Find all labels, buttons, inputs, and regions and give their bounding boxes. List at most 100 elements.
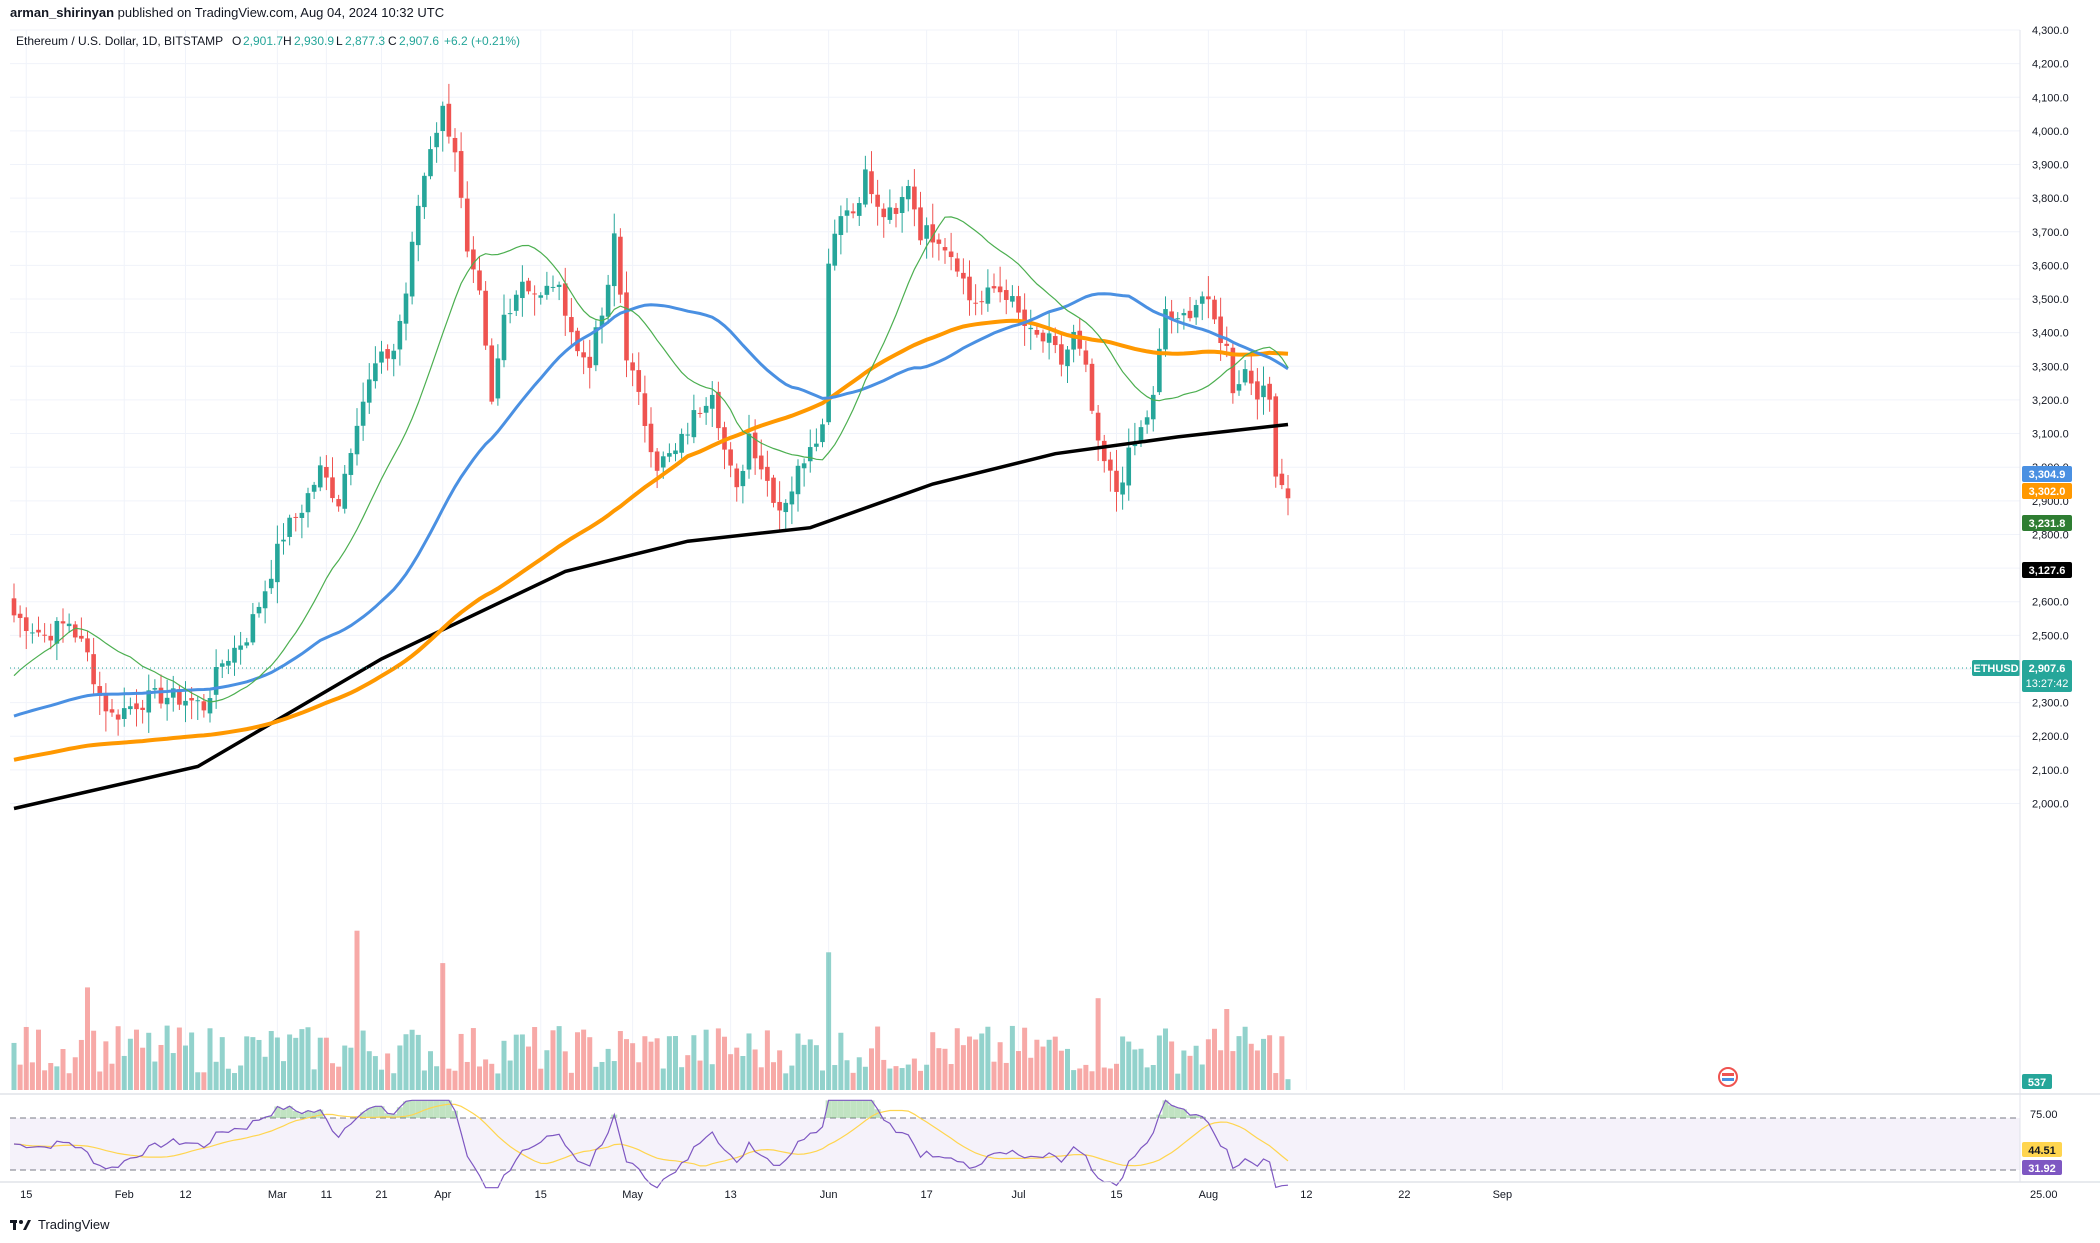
candle [795, 459, 801, 512]
candle [918, 191, 923, 245]
volume-bar [23, 1026, 29, 1090]
volume-bar [691, 1035, 697, 1090]
volume-bar [78, 1039, 84, 1090]
candle [1028, 309, 1034, 350]
volume-bar [97, 1071, 103, 1090]
candle-body [428, 149, 433, 177]
candle [244, 637, 250, 649]
candle-body [213, 667, 219, 695]
volume-bar [703, 1029, 709, 1090]
volume-bar [1009, 1025, 1015, 1090]
volume-bar [146, 1032, 152, 1090]
candle [115, 709, 121, 736]
volume-bar [728, 1054, 734, 1090]
volume-bar [121, 1055, 127, 1090]
time-scale[interactable]: 15 Feb 12 Mar 11 21 Apr 15 May 13 Jun 17 Jul 15 Aug 12 2… [20, 1189, 1512, 1201]
price-tick-label: 2,000.0 [2032, 798, 2069, 810]
rsi-pane[interactable]: 75.00 25.00 44.51 31.92 [0, 1093, 2100, 1201]
candle-body [250, 614, 256, 643]
volume-bar [1052, 1036, 1058, 1090]
candle [1212, 295, 1217, 324]
footer-brand[interactable]: TradingView [38, 1217, 110, 1232]
volume-bar [709, 1064, 715, 1090]
volume-bar [1065, 1048, 1070, 1090]
candle-body [942, 247, 948, 251]
candle-body [348, 453, 354, 475]
volume-bar [869, 1048, 874, 1090]
legend-open-label: O [232, 34, 241, 48]
candle [746, 414, 752, 479]
candle-body [991, 286, 997, 289]
price-tick-label: 2,800.0 [2032, 529, 2069, 541]
candle-body [391, 350, 397, 360]
candle-body [336, 499, 341, 507]
author-name[interactable]: arman_shirinyan [10, 5, 115, 20]
volume-bar [1285, 1079, 1291, 1090]
candle-body [544, 285, 550, 295]
candle [1065, 345, 1070, 383]
volume-bar [715, 1028, 721, 1090]
volume-bar [348, 1047, 354, 1090]
candle-body [48, 635, 54, 641]
candle [538, 292, 544, 305]
rsi-ma-tag [2022, 1142, 2062, 1157]
price-tick-label: 3,400.0 [2032, 328, 2069, 340]
volume-bar [795, 1033, 801, 1090]
candle [1126, 428, 1132, 501]
candle-body [146, 690, 152, 713]
candle-body [1077, 330, 1083, 349]
candle-body [366, 379, 372, 403]
volume-bar [403, 1034, 409, 1090]
volume-bar [648, 1041, 654, 1090]
candle-body [458, 151, 464, 198]
candle-body [158, 687, 164, 704]
candle [654, 447, 660, 489]
ma200-tag [2022, 562, 2072, 578]
candle [54, 617, 60, 661]
candle [520, 265, 525, 317]
candle-body [1040, 332, 1046, 342]
volume-tag [2022, 1074, 2052, 1089]
candle-body [1083, 350, 1089, 365]
volume-bar [91, 1030, 97, 1090]
candle [838, 205, 844, 255]
candle-body [875, 194, 880, 207]
candle [299, 504, 305, 539]
time-tick-label: 15 [20, 1189, 32, 1201]
volume-bar [54, 1066, 60, 1090]
volume-bar [820, 1070, 825, 1090]
candle-body [1095, 412, 1101, 441]
volume-bar [1022, 1027, 1028, 1090]
candle-body [728, 449, 733, 466]
candle-body [1010, 296, 1015, 302]
candle-body [532, 293, 537, 295]
candle [605, 274, 611, 324]
candle [991, 273, 997, 293]
candle-body [226, 660, 231, 666]
price-chart[interactable]: Ethereum / U.S. Dollar, 1D, BITSTAMP O 2… [0, 26, 2100, 1212]
candle-body [275, 543, 280, 583]
price-scale[interactable]: 4,300.0 4,200.0 4,100.0 4,000.0 3,900.0 3,800… [2032, 26, 2069, 810]
event-flag-icon[interactable] [1718, 1067, 1738, 1087]
candle-body [489, 345, 495, 402]
volume-bar [679, 1067, 685, 1090]
candle [36, 616, 41, 637]
candle [569, 298, 574, 348]
volume-bar [134, 1029, 139, 1090]
price-tag [2022, 660, 2072, 692]
candle-body [1206, 296, 1211, 300]
volume-bar [458, 1033, 464, 1090]
candle-body [170, 688, 176, 698]
legend-open: 2,901.7 [243, 34, 283, 48]
candle [146, 674, 152, 733]
tradingview-logo-icon[interactable] [10, 1218, 32, 1232]
footer: TradingView [10, 1214, 110, 1236]
volume-bar [1150, 1065, 1156, 1090]
candle [899, 186, 905, 233]
volume-bar [36, 1029, 41, 1090]
volume-bar [997, 1042, 1003, 1090]
candle [783, 499, 789, 530]
price-tick-label: 3,500.0 [2032, 294, 2069, 306]
rsi-ma-line [13, 1103, 1289, 1167]
candle [844, 198, 850, 233]
